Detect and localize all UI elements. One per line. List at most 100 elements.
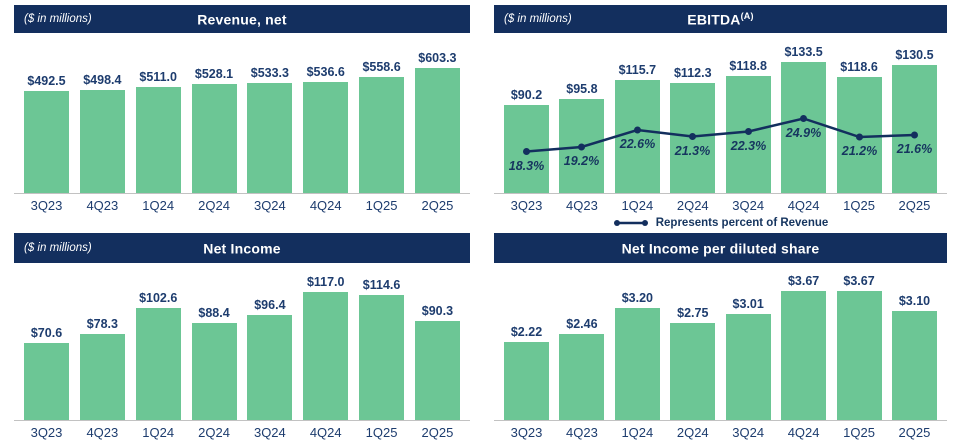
bar-value-label: $3.10 xyxy=(898,294,931,308)
bar-column: $114.6 xyxy=(359,277,405,420)
x-axis-labels: 3Q23 4Q23 1Q24 2Q24 3Q24 4Q24 1Q25 2Q25 xyxy=(14,425,470,441)
bar-value-label: $117.0 xyxy=(306,275,345,289)
legend-label: Represents percent of Revenue xyxy=(655,216,829,229)
bar xyxy=(559,99,605,193)
bar-column: $112.3 xyxy=(670,65,716,193)
bar xyxy=(135,307,181,420)
panel-title: Revenue, net xyxy=(197,11,287,28)
bar xyxy=(670,82,716,193)
bar-column: $102.6 xyxy=(135,290,181,420)
percent-label: 18.3% xyxy=(508,158,545,173)
bar-column: $498.4 xyxy=(79,73,125,193)
bar-value-label: $70.6 xyxy=(30,325,63,340)
bar-value-label: $114.6 xyxy=(362,277,401,292)
panel-title: Net Income per diluted share xyxy=(621,240,820,257)
percent-label: 22.6% xyxy=(619,137,656,151)
bar-column: $78.3 xyxy=(79,317,125,420)
bar xyxy=(191,83,237,193)
x-axis-label: 1Q24 xyxy=(142,198,175,213)
panel-header-net-income: ($ in millions) Net Income xyxy=(14,233,470,263)
bar-value-label: $112.3 xyxy=(673,65,712,80)
bar-area: $2.22 $2.46 $3.20 $2.75 $3.01 $3.67 $3.67 $3.10 xyxy=(494,263,947,420)
percent-of-revenue-legend: Represents percent of Revenue xyxy=(494,215,947,230)
bar-value-label: $558.6 xyxy=(362,60,401,75)
x-axis-label: 3Q24 xyxy=(732,198,765,213)
x-axis-labels: 3Q23 4Q23 1Q24 2Q24 3Q24 4Q24 1Q25 2Q25 xyxy=(14,198,470,214)
units-label: ($ in millions) xyxy=(24,13,92,25)
x-axis-label: 2Q24 xyxy=(198,425,230,440)
bar-column: $96.4 xyxy=(247,298,293,420)
panel-header-ebitda: ($ in millions) EBITDA(A) xyxy=(494,5,947,33)
x-axis-label: 4Q24 xyxy=(787,198,820,213)
panel-title: EBITDA(A) xyxy=(687,10,754,28)
bar-column: $95.8 xyxy=(559,82,605,193)
bar-value-label: $3.01 xyxy=(732,297,764,312)
x-axis-label: 3Q24 xyxy=(253,425,286,440)
bar-area: $70.6 $78.3 $102.6 $88.4 $96.4 $117.0 $114.6 $9… xyxy=(14,263,470,420)
panel-title: Net Income xyxy=(203,240,281,257)
x-axis-label: 2Q24 xyxy=(676,425,709,440)
bar-value-label: $528.1 xyxy=(194,66,234,81)
bar-column: $558.6 xyxy=(359,60,405,193)
bar-column: $130.5 xyxy=(891,47,937,193)
x-axis-label: 4Q23 xyxy=(86,198,119,213)
bar-column: $118.6 xyxy=(836,60,882,193)
bar xyxy=(891,311,937,420)
bar-value-label: $130.5 xyxy=(895,47,934,62)
panel-ebitda: ($ in millions) EBITDA(A) $90.2 $95.8 $115… xyxy=(494,5,947,230)
bar xyxy=(135,87,181,193)
units-label: ($ in millions) xyxy=(24,242,92,254)
x-axis-label: 1Q24 xyxy=(142,425,175,440)
x-axis-label: 1Q25 xyxy=(365,198,398,213)
x-axis-label: 2Q24 xyxy=(198,198,230,213)
bar xyxy=(247,314,293,420)
bar xyxy=(614,307,660,420)
x-axis-label: 2Q24 xyxy=(676,198,709,213)
bar xyxy=(359,77,405,193)
x-axis-labels: 3Q23 4Q23 1Q24 2Q24 3Q24 4Q24 1Q25 2Q25 xyxy=(494,425,947,441)
x-axis-label: 3Q23 xyxy=(510,425,543,440)
bar-area: $492.5 $498.4 $511.0 $528.1 $533.3 $536.6 $558… xyxy=(14,33,470,193)
bar-value-label: $511.0 xyxy=(139,70,177,85)
panel-revenue-net: ($ in millions) Revenue, net $492.5 $498.… xyxy=(14,5,470,214)
panel-net-income-per-diluted-share: Net Income per diluted share $2.22 $2.46 $… xyxy=(494,233,947,441)
bar-value-label: $118.8 xyxy=(729,59,767,74)
bar-column: $118.8 xyxy=(725,59,771,193)
bar-column: $603.3 xyxy=(414,51,460,193)
percent-label: 21.2% xyxy=(841,144,878,158)
bar xyxy=(79,89,125,193)
panel-header-revenue: ($ in millions) Revenue, net xyxy=(14,5,470,33)
x-axis-label: 3Q23 xyxy=(30,425,63,440)
bar-column: $3.20 xyxy=(614,291,660,420)
bar-column: $115.7 xyxy=(614,63,660,193)
bar-column: $2.22 xyxy=(504,325,549,420)
bar xyxy=(414,68,460,193)
bar-column: $3.10 xyxy=(891,294,937,420)
x-axis-label: 4Q23 xyxy=(86,425,119,440)
x-axis-label: 3Q23 xyxy=(510,198,543,213)
percent-label: 21.3% xyxy=(674,143,711,158)
percent-label: 22.3% xyxy=(730,138,767,153)
bar-column: $3.67 xyxy=(836,274,882,420)
percent-label: 19.2% xyxy=(563,154,600,168)
bar xyxy=(359,294,405,420)
x-axis-label: 2Q25 xyxy=(421,198,454,213)
x-axis-label: 2Q25 xyxy=(898,425,931,440)
x-axis-labels: 3Q23 4Q23 1Q24 2Q24 3Q24 4Q24 1Q25 2Q25 xyxy=(494,198,947,214)
bar xyxy=(24,91,69,193)
chart-area-eps: $2.22 $2.46 $3.20 $2.75 $3.01 $3.67 $3.67 $3.10 xyxy=(494,263,947,421)
bar xyxy=(191,323,237,420)
legend-line-icon xyxy=(613,219,648,226)
x-axis-label: 4Q24 xyxy=(309,425,342,440)
bar-value-label: $133.5 xyxy=(784,45,823,59)
bar-value-label: $95.8 xyxy=(566,82,598,96)
bar-column: $511.0 xyxy=(135,70,181,193)
bar-column: $70.6 xyxy=(24,326,69,420)
bar xyxy=(24,342,69,420)
x-axis-label: 3Q24 xyxy=(732,425,765,440)
bar-value-label: $102.6 xyxy=(139,290,178,305)
bar-column: $533.3 xyxy=(247,66,293,193)
bar xyxy=(504,342,549,420)
bar-column: $88.4 xyxy=(191,306,237,420)
